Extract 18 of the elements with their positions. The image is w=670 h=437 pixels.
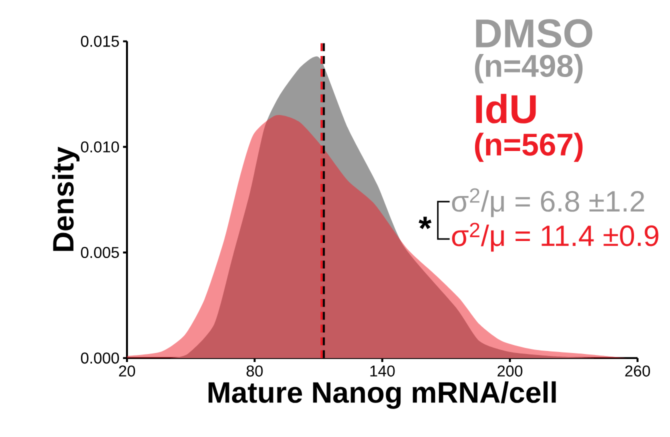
x-tick-label: 20: [119, 366, 136, 377]
y-tick-label: 0.005: [80, 247, 119, 258]
x-axis-title: Mature Nanog mRNA/cell: [208, 381, 556, 409]
annotation: σ$^{2}$/μ = 11.4 ±0.9: [452, 222, 658, 252]
y-axis-title: Density: [52, 146, 80, 251]
y-tick-label: 0.015: [80, 36, 119, 47]
text: IdU: [476, 94, 536, 124]
y-tick-label: 0.010: [80, 141, 119, 153]
annotation: (n=498): [475, 54, 583, 84]
annotation: (n=567): [475, 132, 583, 162]
x-tick-label: 200: [498, 366, 522, 377]
y-tick-label: 0.000: [80, 352, 119, 364]
x-tick-label: 80: [246, 366, 263, 377]
annotation: σ$^{2}$/μ = 6.8 ±1.2: [452, 188, 644, 218]
text: DMSO: [476, 19, 592, 48]
annotation: *: [418, 216, 432, 230]
x-tick-label: 260: [625, 366, 650, 377]
x-tick-label: 140: [370, 366, 395, 377]
